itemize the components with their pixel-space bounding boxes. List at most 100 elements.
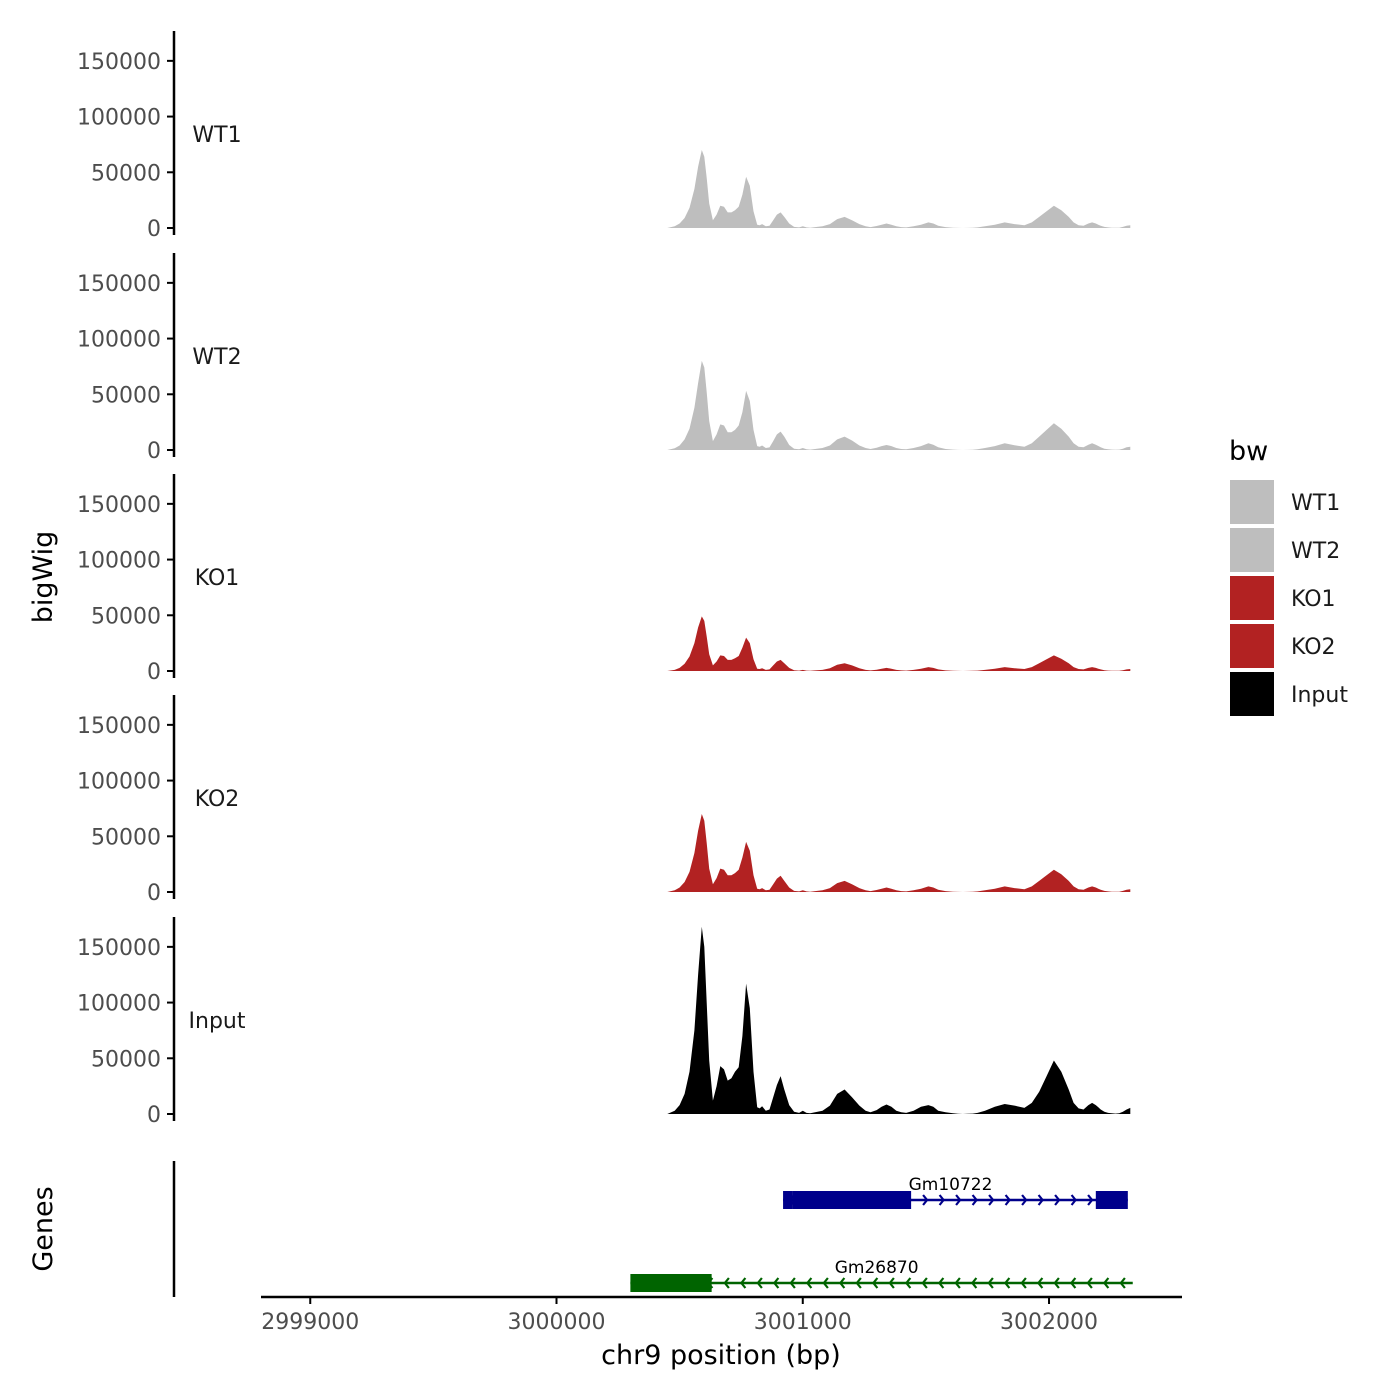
x-tick-label: 3001000 (754, 1310, 852, 1335)
legend-swatch (1230, 624, 1274, 668)
gene-track: Gm10722 Gm26870 (172, 1161, 1133, 1297)
track-input: 0 50000 100000 150000 Input (77, 917, 1131, 1128)
gene-label: Gm10722 (909, 1175, 993, 1195)
track-label-ko1: KO1 (195, 566, 240, 591)
coverage-area-input (667, 926, 1131, 1114)
strand-arrow (955, 1194, 962, 1206)
strand-arrow (1036, 1277, 1044, 1289)
strand-arrow (1102, 1277, 1110, 1289)
strand-arrow (1119, 1277, 1126, 1289)
strand-arrow (971, 1194, 978, 1206)
strand-arrow (1054, 1194, 1061, 1206)
strand-arrow (921, 1277, 928, 1289)
strand-arrow (739, 1277, 747, 1289)
strand-arrow (1087, 1194, 1094, 1206)
exon-block (783, 1191, 793, 1209)
strand-arrow (838, 1277, 846, 1289)
y-axis-title: bigWig (28, 531, 59, 624)
strand-arrow (938, 1194, 945, 1206)
legend-swatch (1230, 672, 1274, 716)
legend-item-ko1: KO1 (1230, 576, 1336, 620)
strand-arrow (772, 1277, 780, 1289)
y-tick-label: 150000 (77, 493, 161, 518)
legend-item-wt2: WT2 (1230, 528, 1340, 572)
strand-arrow (1021, 1194, 1028, 1206)
x-axis: 2999000 3000000 3001000 3002000 (261, 1295, 1182, 1335)
x-tick-label: 3002000 (1000, 1310, 1098, 1335)
exon-block (792, 1191, 912, 1209)
legend-label: WT2 (1291, 539, 1340, 564)
strand-arrow (723, 1277, 730, 1289)
y-tick-label: 150000 (77, 714, 161, 739)
strand-arrow (1003, 1277, 1011, 1289)
strand-arrow (922, 1194, 929, 1206)
coverage-area-wt2 (667, 360, 1131, 450)
legend-item-input: Input (1230, 672, 1348, 716)
strand-arrow (1037, 1194, 1044, 1206)
legend-title: bw (1229, 436, 1268, 467)
strand-arrow (855, 1277, 862, 1289)
gene-gm26870: Gm26870 (630, 1258, 1133, 1292)
y-tick-label: 50000 (91, 161, 161, 186)
legend-label: Input (1291, 683, 1348, 708)
y-tick-label: 100000 (77, 106, 161, 131)
coverage-area-ko1 (667, 616, 1131, 671)
track-ko2: 0 50000 100000 150000 KO2 (77, 695, 1131, 906)
y-tick-label: 100000 (77, 992, 161, 1017)
y-tick-label: 100000 (77, 549, 161, 574)
y-tick-label: 50000 (91, 1047, 161, 1072)
y-tick-label: 150000 (77, 272, 161, 297)
exon-block (630, 1274, 712, 1292)
track-label-input: Input (189, 1009, 246, 1034)
y-tick-label: 50000 (91, 383, 161, 408)
strand-arrow (789, 1277, 796, 1289)
strand-arrow (937, 1277, 945, 1289)
track-wt2: 0 50000 100000 150000 WT2 (77, 253, 1131, 464)
strand-arrow (1004, 1194, 1011, 1206)
strand-arrow (954, 1277, 961, 1289)
strand-arrow (1086, 1277, 1093, 1289)
strand-arrow (1069, 1277, 1077, 1289)
y-tick-label: 100000 (77, 770, 161, 795)
gene-gm10722: Gm10722 (783, 1175, 1128, 1209)
strand-arrow (805, 1277, 813, 1289)
coverage-area-wt1 (667, 150, 1131, 228)
track-ko1: 0 50000 100000 150000 KO1 (77, 474, 1131, 685)
strand-arrow (822, 1277, 829, 1289)
strand-arrow (1070, 1194, 1077, 1206)
exon-block (1095, 1191, 1128, 1209)
strand-arrow (756, 1277, 763, 1289)
strand-arrow (1053, 1277, 1060, 1289)
legend-swatch (1230, 576, 1274, 620)
gene-label: Gm26870 (835, 1258, 919, 1278)
strand-arrow (888, 1277, 895, 1289)
y-tick-label: 0 (147, 217, 161, 242)
strand-arrow (904, 1277, 912, 1289)
y-tick-label: 150000 (77, 50, 161, 75)
strand-arrow (987, 1277, 994, 1289)
legend-item-ko2: KO2 (1230, 624, 1336, 668)
y-tick-label: 0 (147, 660, 161, 685)
track-label-wt1: WT1 (192, 123, 241, 148)
y-tick-label: 50000 (91, 825, 161, 850)
strand-arrow (871, 1277, 879, 1289)
y-tick-label: 0 (147, 1103, 161, 1128)
legend-label: WT1 (1291, 491, 1340, 516)
y-tick-label: 0 (147, 881, 161, 906)
strand-arrow (1020, 1277, 1027, 1289)
y-tick-label: 50000 (91, 604, 161, 629)
track-wt1: 0 50000 100000 150000 WT1 (77, 31, 1131, 242)
bigwig-tracks: 0 50000 100000 150000 WT1 0 50000 100000 150000 W… (77, 31, 1131, 1128)
x-tick-label: 2999000 (261, 1310, 359, 1335)
coverage-area-ko2 (667, 814, 1131, 892)
legend: bw WT1 WT2 KO1 KO2 Input (1229, 436, 1348, 716)
track-label-wt2: WT2 (192, 345, 241, 370)
y-tick-label: 0 (147, 439, 161, 464)
legend-label: KO1 (1291, 587, 1336, 612)
y-tick-label: 150000 (77, 936, 161, 961)
legend-swatch (1230, 480, 1274, 524)
genes-axis-title: Genes (28, 1186, 59, 1271)
strand-arrow (988, 1194, 995, 1206)
legend-item-wt1: WT1 (1230, 480, 1340, 524)
x-axis-title: chr9 position (bp) (601, 1340, 841, 1371)
